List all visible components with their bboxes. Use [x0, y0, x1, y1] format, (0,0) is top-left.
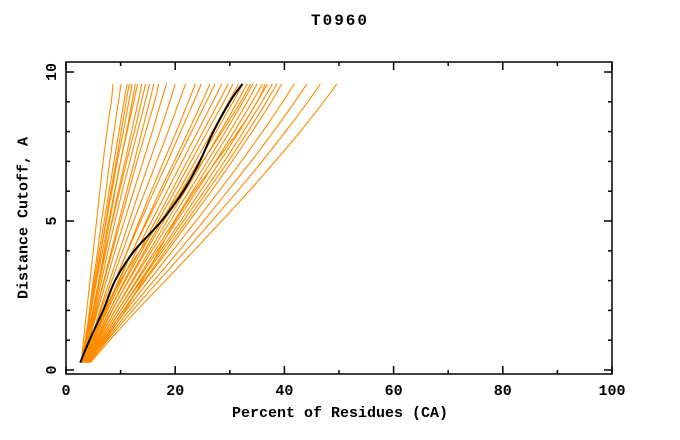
model-curve-36 — [89, 83, 308, 363]
x-tick-label-40: 40 — [275, 383, 293, 400]
x-axis-label: Percent of Residues (CA) — [231, 405, 449, 422]
x-tick-label-80: 80 — [494, 383, 512, 400]
model-curve-11 — [81, 83, 155, 363]
model-curve-19 — [84, 83, 216, 363]
highlighted-model-curve — [79, 83, 244, 363]
model-curve-32 — [86, 83, 273, 363]
model-curve-9 — [81, 83, 147, 363]
model-curve-37 — [88, 83, 321, 363]
model-curve-20 — [84, 83, 223, 363]
model-curve-24 — [85, 83, 244, 363]
model-curve-34 — [87, 83, 283, 363]
model-curve-7 — [81, 83, 139, 363]
x-tick-label-100: 100 — [598, 383, 625, 400]
model-curve-10 — [83, 83, 151, 363]
chart-title: T0960 — [310, 12, 369, 30]
model-curve-16 — [84, 83, 196, 363]
x-tick-label-20: 20 — [166, 383, 184, 400]
model-curve-12 — [82, 83, 160, 363]
y-tick-label-10: 10 — [44, 63, 61, 81]
x-tick-label-60: 60 — [385, 383, 403, 400]
model-curve-18 — [85, 83, 211, 363]
model-curve-13 — [82, 83, 168, 363]
model-curve-38 — [90, 83, 338, 363]
model-curve-15 — [82, 83, 187, 363]
model-curve-27 — [85, 83, 254, 363]
y-tick-label-0: 0 — [44, 365, 61, 374]
x-tick-label-0: 0 — [61, 383, 70, 400]
model-curve-35 — [87, 83, 295, 363]
model-curve-29 — [86, 83, 264, 363]
model-curve-22 — [84, 83, 234, 363]
model-curve-1 — [80, 83, 114, 363]
y-tick-label-5: 5 — [44, 216, 61, 225]
model-curve-3 — [80, 83, 128, 363]
